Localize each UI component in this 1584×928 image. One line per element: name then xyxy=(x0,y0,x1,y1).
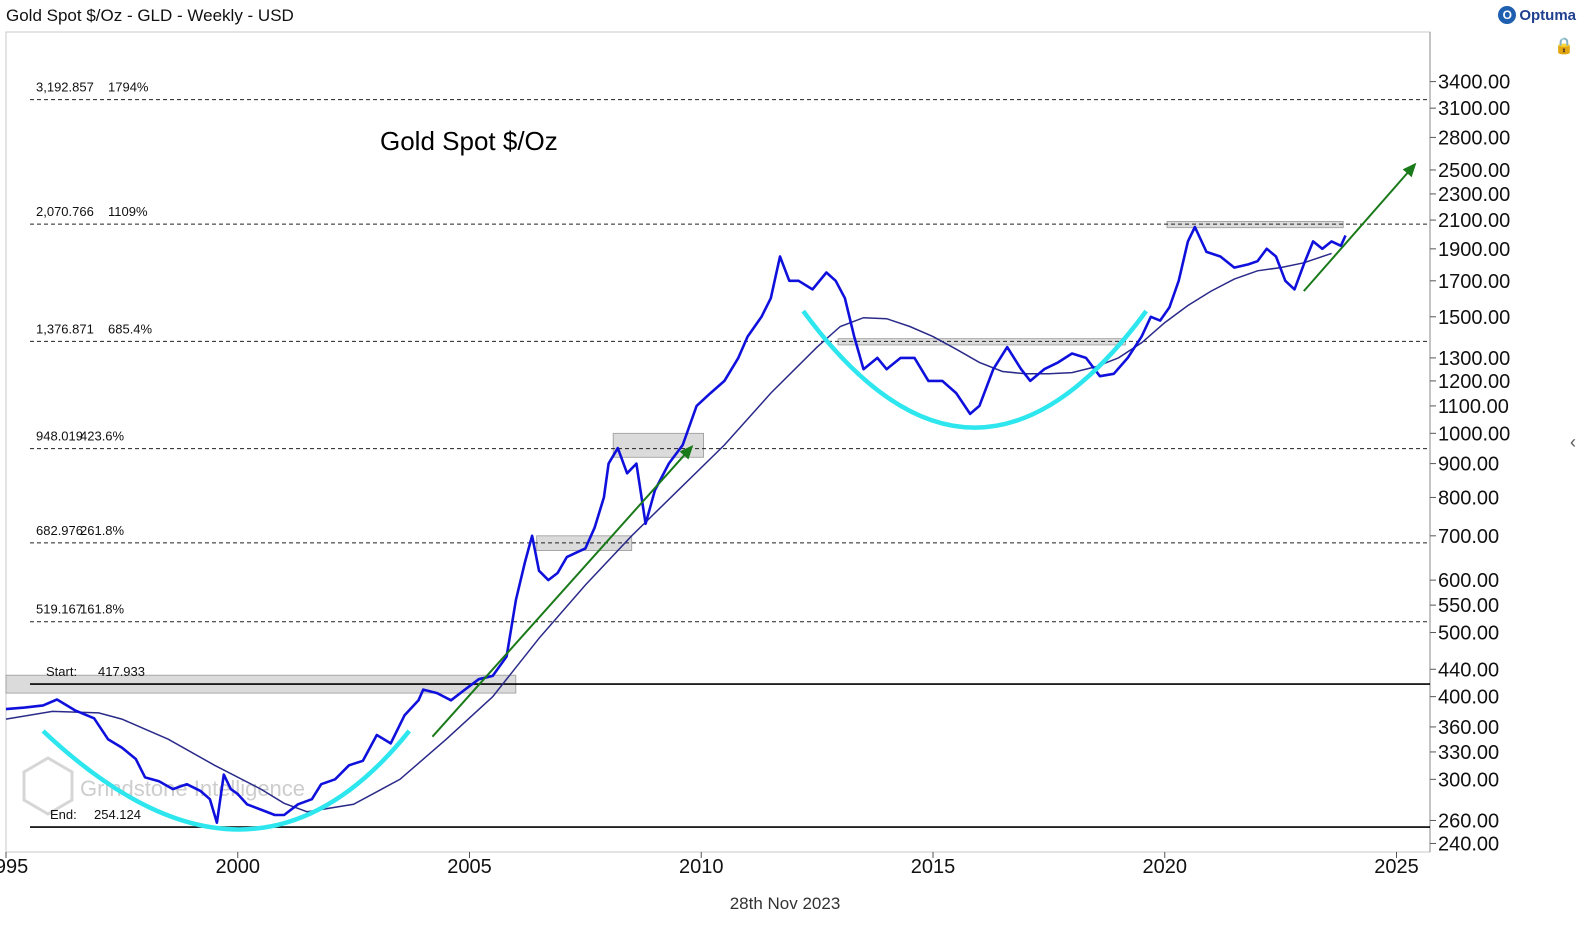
y-tick-label: 330.00 xyxy=(1438,742,1499,764)
y-tick-label: 1100.00 xyxy=(1438,396,1509,418)
price-line xyxy=(5,225,1347,824)
fib-level-pct: 685.4% xyxy=(108,321,153,336)
y-tick-label: 1200.00 xyxy=(1438,371,1510,393)
y-tick-label: 700.00 xyxy=(1438,526,1499,548)
fib-level-value: 519.167 xyxy=(36,602,83,617)
fib-level-value: 2,070.766 xyxy=(36,204,94,219)
x-tick-label: 1995 xyxy=(0,856,28,878)
x-tick-label: 2020 xyxy=(1143,856,1188,878)
consolidation-box xyxy=(612,432,704,458)
x-tick-label: 2015 xyxy=(911,856,956,878)
brand-name: Optuma xyxy=(1519,6,1576,24)
x-tick-label: 2025 xyxy=(1374,856,1419,878)
y-tick-label: 600.00 xyxy=(1438,570,1499,592)
start-label: Start: xyxy=(46,664,77,679)
y-tick-label: 3400.00 xyxy=(1438,72,1510,94)
start-value: 417.933 xyxy=(98,664,145,679)
plot-area xyxy=(5,31,1431,853)
fib-level-value: 1,376.871 xyxy=(36,321,94,336)
y-tick-label: 2100.00 xyxy=(1438,210,1510,232)
header-title: Gold Spot $/Oz - GLD - Weekly - USD xyxy=(6,6,294,25)
y-tick-label: 1000.00 xyxy=(1438,423,1510,445)
trend-arrow xyxy=(1303,162,1417,292)
fib-level-pct: 1109% xyxy=(108,204,148,219)
y-tick-label: 400.00 xyxy=(1438,687,1499,709)
x-tick-label: 2005 xyxy=(447,856,492,878)
watermark-hexagon-icon xyxy=(22,756,74,816)
y-tick-label: 1500.00 xyxy=(1438,307,1510,329)
fib-level-value: 682.976 xyxy=(36,523,83,538)
y-tick-label: 240.00 xyxy=(1438,833,1499,855)
y-tick-label: 3100.00 xyxy=(1438,98,1510,120)
collapse-panel-icon[interactable]: ‹ xyxy=(1570,432,1576,452)
y-tick-label: 2300.00 xyxy=(1438,184,1510,206)
cup-arc xyxy=(801,309,1149,430)
fib-level-value: 948.019 xyxy=(36,429,83,444)
chart-title: Gold Spot $/Oz xyxy=(380,126,558,156)
end-label: End: xyxy=(50,807,77,822)
y-tick-label: 1300.00 xyxy=(1438,348,1510,370)
end-value: 254.124 xyxy=(94,807,141,822)
x-tick-label: 2010 xyxy=(679,856,724,878)
brand-logo[interactable]: O Optuma xyxy=(1498,6,1576,24)
fib-level-pct: 261.8% xyxy=(80,523,125,538)
y-tick-label: 2800.00 xyxy=(1438,127,1510,149)
y-tick-label: 360.00 xyxy=(1438,717,1499,739)
lock-icon[interactable]: 🔒 xyxy=(1554,38,1574,55)
y-tick-label: 500.00 xyxy=(1438,623,1499,645)
y-tick-label: 2500.00 xyxy=(1438,160,1510,182)
y-tick-label: 550.00 xyxy=(1438,595,1499,617)
fib-level-pct: 423.6% xyxy=(80,429,125,444)
chart-date: 28th Nov 2023 xyxy=(729,894,841,913)
cup-arc xyxy=(41,729,412,832)
fib-level-pct: 161.8% xyxy=(80,602,125,617)
y-tick-label: 300.00 xyxy=(1438,769,1499,791)
y-tick-label: 1900.00 xyxy=(1438,239,1510,261)
trend-arrow xyxy=(431,445,694,738)
x-tick-label: 2000 xyxy=(216,856,261,878)
y-tick-label: 1700.00 xyxy=(1438,271,1510,293)
fib-level-value: 3,192.857 xyxy=(36,80,94,95)
y-tick-label: 900.00 xyxy=(1438,454,1499,476)
fib-level-pct: 1794% xyxy=(108,80,149,95)
optuma-icon: O xyxy=(1498,6,1517,24)
y-tick-label: 800.00 xyxy=(1438,487,1499,509)
y-tick-label: 260.00 xyxy=(1438,810,1499,832)
y-tick-label: 440.00 xyxy=(1438,659,1499,681)
